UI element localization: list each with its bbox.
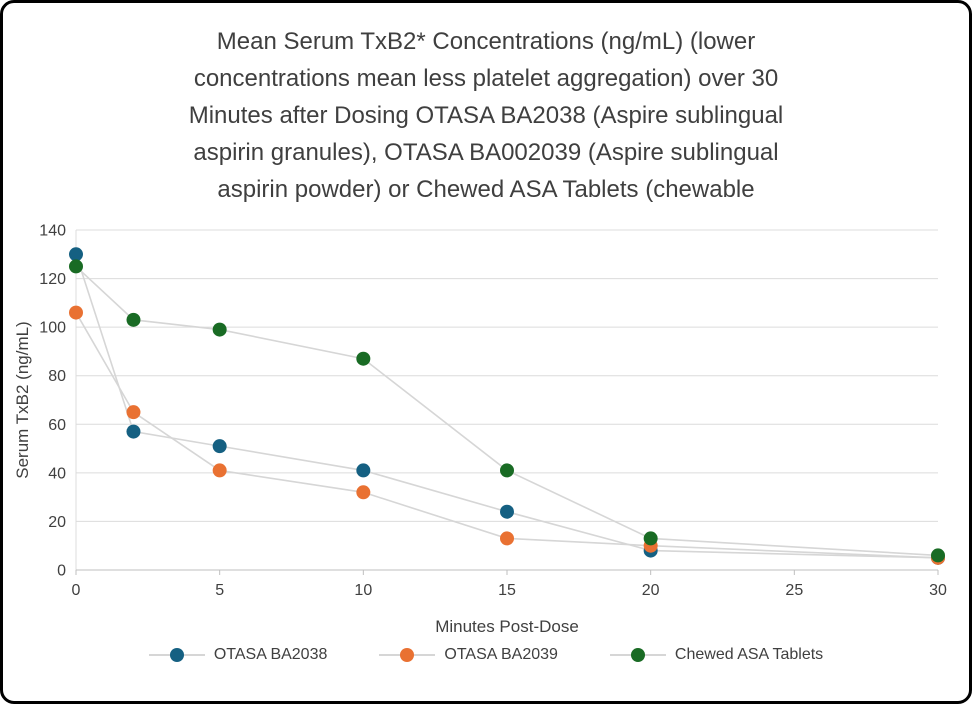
x-tick-label-15: 15 (498, 582, 516, 599)
y-tick-label-80: 80 (48, 368, 66, 385)
y-tick-label-20: 20 (48, 514, 66, 531)
data-point-chewed-asa-tablets-x5 (212, 322, 227, 337)
legend: OTASA BA2038 OTASA BA2039 Chewed ASA Tab… (3, 646, 969, 664)
data-point-chewed-asa-tablets-x0 (69, 259, 83, 274)
legend-label: Chewed ASA Tablets (674, 646, 824, 663)
y-tick-label-40: 40 (48, 465, 66, 482)
data-point-otasa-ba2038-x5 (212, 439, 227, 454)
x-tick-label-0: 0 (72, 582, 81, 599)
legend-marker-icon (609, 648, 666, 662)
legend-label: OTASA BA2039 (444, 646, 558, 663)
data-point-chewed-asa-tablets-x15 (500, 463, 514, 478)
data-point-chewed-asa-tablets-x20 (643, 531, 658, 546)
chart-canvas: 0 20 40 60 80 100 120 140 0 5 10 15 20 25 30 Minutes Po… (13, 223, 947, 637)
chart-title-line: aspirin granules), OTASA BA002039 (Aspir… (193, 139, 779, 166)
data-point-chewed-asa-tablets-x2 (126, 312, 141, 327)
plot-area-container: 0 20 40 60 80 100 120 140 0 5 10 15 20 25 30 Minutes Po… (3, 216, 969, 644)
x-tick-label-20: 20 (642, 582, 660, 599)
series-dot-icon (169, 648, 184, 662)
data-point-otasa-ba2038-x10 (356, 463, 371, 478)
x-tick-label-5: 5 (215, 582, 224, 599)
y-tick-label-140: 140 (39, 223, 66, 240)
series-dot-icon (400, 648, 415, 662)
x-tick-label-25: 25 (785, 582, 803, 599)
data-point-otasa-ba2038-x15 (500, 504, 514, 519)
x-tick-label-30: 30 (929, 582, 947, 599)
chart-title-line: Minutes after Dosing OTASA BA2038 (Aspir… (188, 102, 784, 129)
y-tick-label-120: 120 (39, 271, 66, 288)
y-axis-title: Serum TxB2 (ng/mL) (13, 321, 32, 478)
chart-title-line: aspirin powder) or Chewed ASA Tablets (c… (217, 176, 755, 203)
legend-item: OTASA BA2038 (148, 646, 328, 664)
y-tick-label-60: 60 (48, 417, 66, 434)
chart-title-line: concentrations mean less platelet aggreg… (193, 65, 779, 92)
data-point-chewed-asa-tablets-x10 (356, 351, 371, 366)
data-point-otasa-ba2039-x2 (126, 405, 141, 420)
legend-label: OTASA BA2038 (213, 646, 328, 663)
legend-marker-icon (148, 648, 205, 662)
data-point-otasa-ba2038-x2 (126, 424, 141, 439)
data-point-otasa-ba2039-x0 (69, 305, 83, 320)
y-tick-label-100: 100 (39, 320, 66, 337)
chart-title: Mean Serum TxB2* Concentrations (ng/mL) … (3, 23, 969, 208)
data-point-otasa-ba2038-x0 (69, 247, 83, 262)
data-point-otasa-ba2039-x10 (356, 485, 371, 500)
y-tick-label-0: 0 (57, 563, 66, 580)
x-tick-label-10: 10 (354, 582, 372, 599)
data-point-chewed-asa-tablets-x30 (931, 548, 945, 563)
data-point-otasa-ba2039-x15 (500, 531, 514, 546)
legend-item: OTASA BA2039 (379, 646, 558, 664)
x-axis-title: Minutes Post-Dose (435, 617, 579, 636)
legend-item: Chewed ASA Tablets (609, 646, 824, 664)
data-point-otasa-ba2039-x5 (212, 463, 227, 478)
legend-marker-icon (379, 648, 436, 662)
chart-title-line: Mean Serum TxB2* Concentrations (ng/mL) … (216, 28, 756, 55)
series-dot-icon (630, 648, 645, 662)
